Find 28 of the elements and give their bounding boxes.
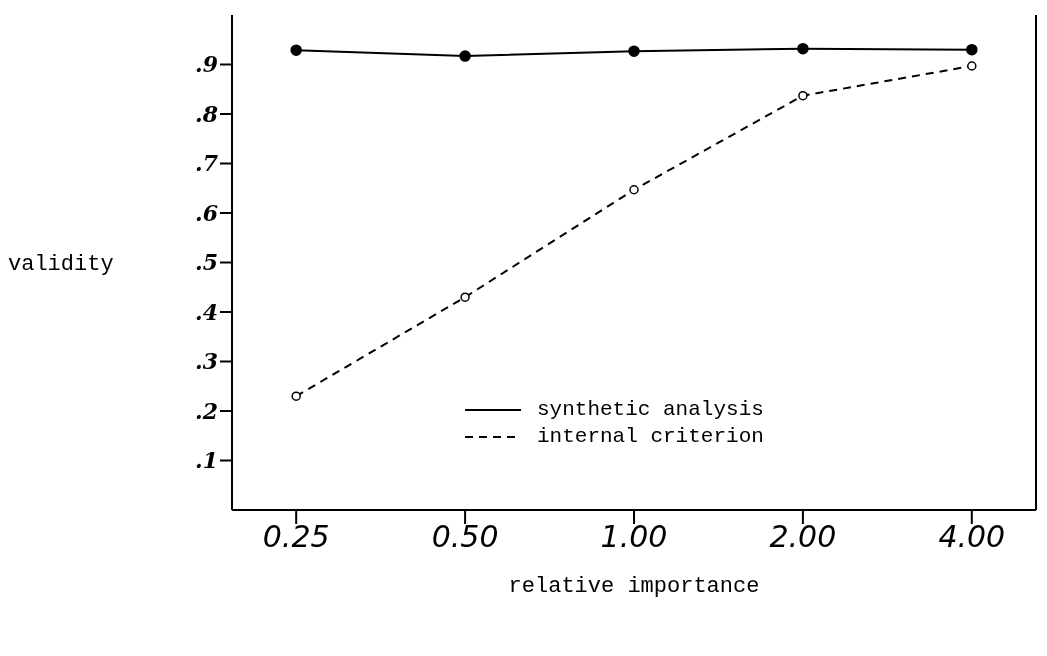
x-tick-label: 0.50 — [431, 519, 499, 555]
legend-label: internal criterion — [537, 424, 764, 450]
point — [291, 391, 301, 401]
y-tick-label: .6 — [195, 199, 218, 226]
x-tick-label: 4.00 — [938, 519, 1006, 555]
point — [459, 50, 471, 62]
point — [966, 43, 978, 56]
legend-label: synthetic analysis — [537, 397, 764, 423]
y-tick-label: .5 — [195, 249, 218, 276]
x-tick-label: 1.00 — [600, 519, 668, 555]
point — [798, 90, 808, 101]
point — [628, 45, 640, 57]
x-tick-label: 2.00 — [769, 519, 837, 555]
y-tick-label: .9 — [195, 51, 218, 78]
point — [460, 292, 470, 302]
point — [967, 61, 977, 71]
y-tick-label: .1 — [195, 447, 218, 474]
y-tick-label: .7 — [195, 150, 219, 177]
y-tick-label: .3 — [195, 348, 218, 375]
x-axis-title: relative importance — [508, 574, 760, 599]
y-axis-title: validity — [8, 252, 114, 278]
y-tick-label: .8 — [195, 100, 218, 127]
point — [797, 42, 809, 55]
point — [629, 184, 639, 195]
y-tick-label: .4 — [195, 298, 218, 325]
x-tick-label: 0.25 — [262, 519, 330, 555]
point — [290, 44, 302, 56]
y-tick-label: .2 — [195, 397, 218, 424]
